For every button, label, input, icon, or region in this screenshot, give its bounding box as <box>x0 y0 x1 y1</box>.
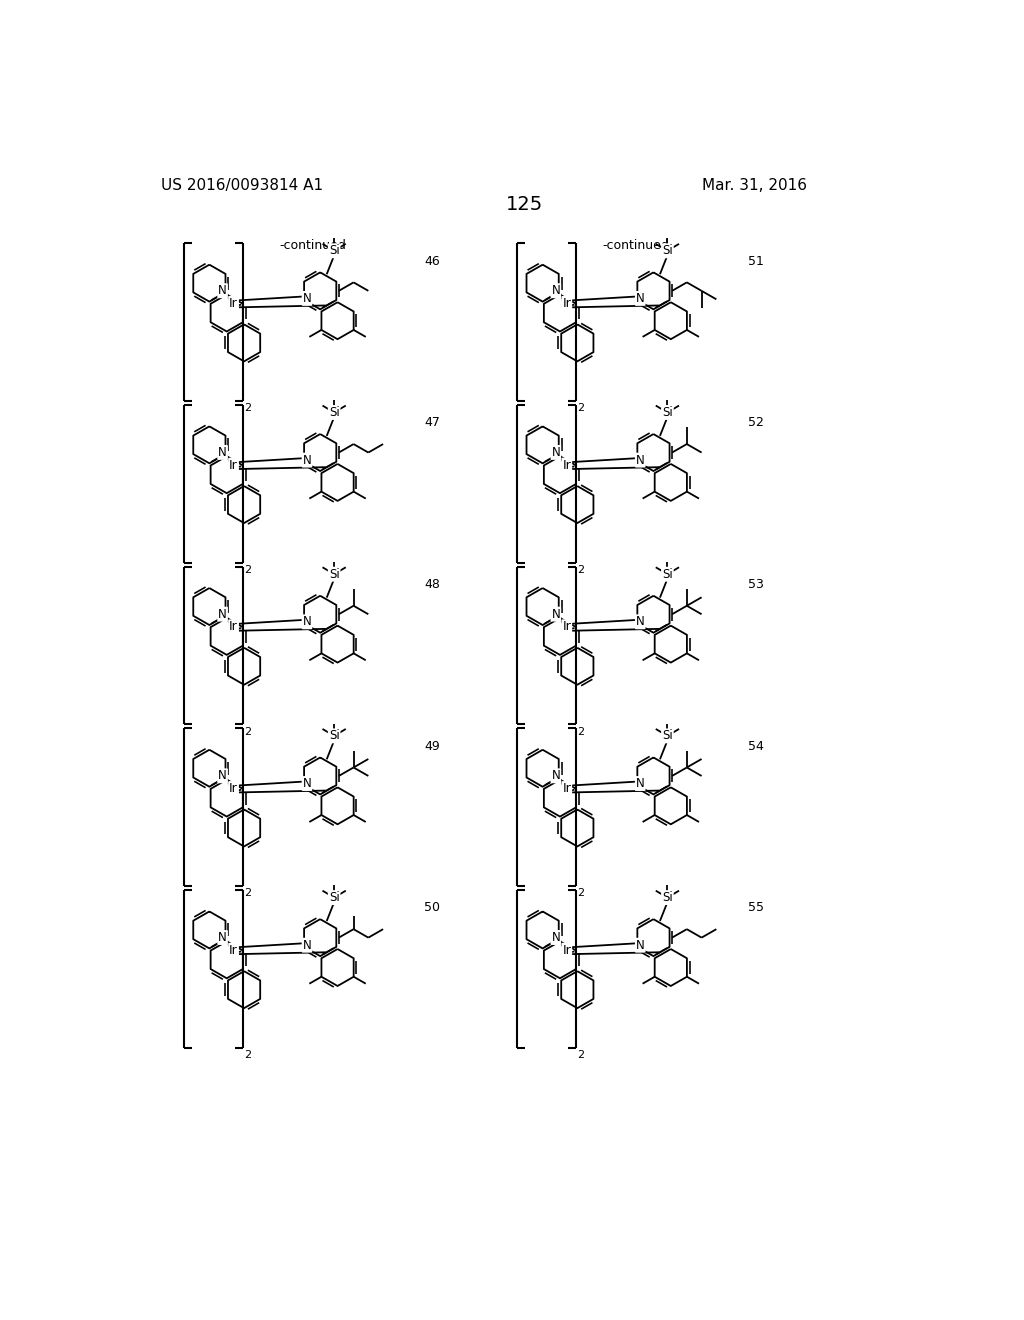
Text: -continued: -continued <box>279 239 346 252</box>
Text: 2: 2 <box>578 726 585 737</box>
Text: N: N <box>552 770 560 783</box>
Text: Ir: Ir <box>562 781 571 795</box>
Text: N: N <box>636 939 645 952</box>
Text: Ir: Ir <box>229 297 238 310</box>
Text: Si: Si <box>663 730 673 742</box>
Text: N: N <box>636 615 645 628</box>
Text: N: N <box>303 615 311 628</box>
Text: Si: Si <box>329 568 340 581</box>
Text: US 2016/0093814 A1: US 2016/0093814 A1 <box>161 178 323 193</box>
Text: 2: 2 <box>578 888 585 899</box>
Text: Ir: Ir <box>229 944 238 957</box>
Text: Si: Si <box>329 891 340 904</box>
Text: Si: Si <box>329 407 340 418</box>
Text: 2: 2 <box>578 565 585 576</box>
Text: N: N <box>218 931 227 944</box>
Text: 46: 46 <box>424 255 439 268</box>
Text: 125: 125 <box>506 195 544 214</box>
Text: 2: 2 <box>245 726 251 737</box>
Text: -continued: -continued <box>602 239 669 252</box>
Text: Si: Si <box>329 730 340 742</box>
Text: Ir: Ir <box>562 458 571 471</box>
Text: N: N <box>552 446 560 459</box>
Text: Si: Si <box>329 244 340 257</box>
Text: 2: 2 <box>578 404 585 413</box>
Text: 51: 51 <box>748 255 764 268</box>
Text: N: N <box>303 454 311 466</box>
Text: 2: 2 <box>245 565 251 576</box>
Text: N: N <box>218 607 227 620</box>
Text: Si: Si <box>663 407 673 418</box>
Text: N: N <box>218 770 227 783</box>
Text: N: N <box>218 446 227 459</box>
Text: 50: 50 <box>424 902 440 915</box>
Text: Ir: Ir <box>229 620 238 634</box>
Text: Ir: Ir <box>562 620 571 634</box>
Text: Si: Si <box>663 891 673 904</box>
Text: N: N <box>636 777 645 789</box>
Text: 2: 2 <box>245 888 251 899</box>
Text: 53: 53 <box>748 578 764 591</box>
Text: 48: 48 <box>424 578 440 591</box>
Text: Ir: Ir <box>229 458 238 471</box>
Text: N: N <box>636 292 645 305</box>
Text: Si: Si <box>663 244 673 257</box>
Text: 49: 49 <box>424 739 439 752</box>
Text: Ir: Ir <box>562 944 571 957</box>
Text: N: N <box>552 931 560 944</box>
Text: 54: 54 <box>748 739 764 752</box>
Text: N: N <box>303 939 311 952</box>
Text: N: N <box>552 607 560 620</box>
Text: N: N <box>218 284 227 297</box>
Text: 2: 2 <box>578 1051 585 1060</box>
Text: Ir: Ir <box>229 781 238 795</box>
Text: N: N <box>636 454 645 466</box>
Text: Mar. 31, 2016: Mar. 31, 2016 <box>701 178 807 193</box>
Text: N: N <box>552 284 560 297</box>
Text: N: N <box>303 777 311 789</box>
Text: 2: 2 <box>245 404 251 413</box>
Text: Si: Si <box>663 568 673 581</box>
Text: Ir: Ir <box>562 297 571 310</box>
Text: 52: 52 <box>748 416 764 429</box>
Text: 55: 55 <box>748 902 764 915</box>
Text: N: N <box>303 292 311 305</box>
Text: 47: 47 <box>424 416 440 429</box>
Text: 2: 2 <box>245 1051 251 1060</box>
